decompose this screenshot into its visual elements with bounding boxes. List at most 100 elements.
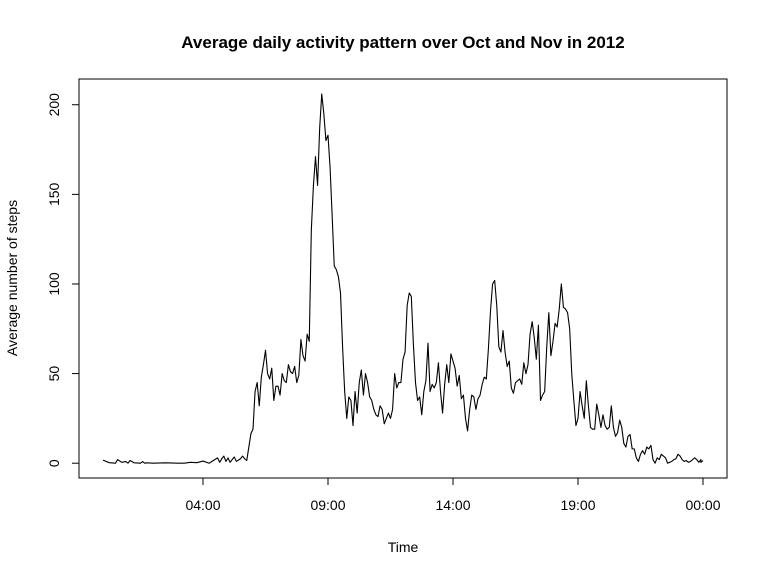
data-point — [502, 330, 503, 331]
data-point — [436, 382, 437, 383]
data-point — [519, 378, 520, 379]
data-point — [367, 382, 368, 383]
data-point — [373, 409, 374, 410]
data-point — [309, 341, 310, 342]
data-point — [273, 400, 274, 401]
data-point — [561, 283, 562, 284]
data-point — [365, 373, 366, 374]
data-point — [563, 307, 564, 308]
data-point — [509, 360, 510, 361]
data-point — [409, 292, 410, 293]
data-point — [529, 334, 530, 335]
data-point — [379, 405, 380, 406]
data-point — [542, 395, 543, 396]
data-point — [594, 429, 595, 430]
data-point — [284, 380, 285, 381]
data-point — [296, 382, 297, 383]
data-point — [398, 382, 399, 383]
data-point — [498, 346, 499, 347]
data-point — [690, 461, 691, 462]
data-point — [654, 463, 655, 464]
data-point — [682, 459, 683, 460]
data-point — [319, 127, 320, 128]
data-point — [632, 448, 633, 449]
data-point — [596, 403, 597, 404]
data-point — [688, 462, 689, 463]
data-point — [340, 292, 341, 293]
data-point — [211, 461, 212, 462]
data-point — [292, 373, 293, 374]
data-point — [623, 443, 624, 444]
data-point — [184, 463, 185, 464]
data-point — [650, 445, 651, 446]
data-point — [404, 351, 405, 352]
data-point — [550, 355, 551, 356]
data-point — [607, 429, 608, 430]
data-point — [190, 462, 191, 463]
data-point — [698, 462, 699, 463]
data-point — [421, 414, 422, 415]
data-point — [638, 461, 639, 462]
x-tick-label: 00:00 — [685, 497, 720, 513]
data-point — [388, 412, 389, 413]
data-point — [225, 461, 226, 462]
data-point — [384, 423, 385, 424]
data-point — [548, 312, 549, 313]
data-point — [377, 416, 378, 417]
data-point — [288, 364, 289, 365]
data-point — [369, 396, 370, 397]
data-point — [342, 346, 343, 347]
data-point — [402, 359, 403, 360]
data-point — [686, 460, 687, 461]
data-point — [609, 427, 610, 428]
data-point — [267, 373, 268, 374]
data-point — [344, 391, 345, 392]
data-point — [694, 457, 695, 458]
data-point — [442, 412, 443, 413]
data-point — [644, 454, 645, 455]
data-point — [271, 368, 272, 369]
data-point — [250, 433, 251, 434]
x-tick-label: 09:00 — [310, 497, 345, 513]
data-point — [290, 371, 291, 372]
data-point — [229, 462, 230, 463]
data-point — [571, 373, 572, 374]
data-point — [538, 325, 539, 326]
data-point — [440, 391, 441, 392]
data-point — [269, 378, 270, 379]
data-point — [432, 384, 433, 385]
data-point — [352, 425, 353, 426]
data-point — [671, 461, 672, 462]
data-point — [507, 366, 508, 367]
data-point — [332, 215, 333, 216]
data-point — [334, 265, 335, 266]
data-point — [423, 391, 424, 392]
data-point — [600, 427, 601, 428]
data-point — [338, 276, 339, 277]
data-point — [227, 457, 228, 458]
data-point — [625, 446, 626, 447]
data-point — [677, 454, 678, 455]
data-point — [523, 362, 524, 363]
data-point — [282, 373, 283, 374]
data-point — [544, 391, 545, 392]
data-point — [496, 305, 497, 306]
data-point — [165, 462, 166, 463]
data-point — [413, 344, 414, 345]
data-point — [371, 400, 372, 401]
data-point — [363, 395, 364, 396]
data-point — [696, 459, 697, 460]
data-point — [588, 405, 589, 406]
data-point — [142, 461, 143, 462]
data-point — [582, 405, 583, 406]
data-point — [434, 387, 435, 388]
data-point — [407, 305, 408, 306]
data-point — [307, 334, 308, 335]
data-point — [546, 346, 547, 347]
data-point — [619, 420, 620, 421]
y-tick-label: 200 — [46, 93, 62, 117]
data-point — [534, 337, 535, 338]
data-point — [315, 156, 316, 157]
